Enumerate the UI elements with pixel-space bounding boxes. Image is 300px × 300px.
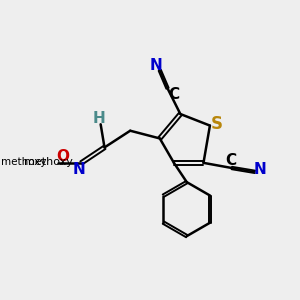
Text: methoxy: methoxy [1,157,47,167]
Text: C: C [168,87,179,102]
Text: H: H [93,111,106,126]
Text: methoxy: methoxy [23,157,72,166]
Text: N: N [149,58,162,73]
Text: O: O [56,149,69,164]
Text: N: N [253,162,266,177]
Text: N: N [73,162,86,177]
Text: S: S [211,115,223,133]
Text: C: C [225,153,236,168]
